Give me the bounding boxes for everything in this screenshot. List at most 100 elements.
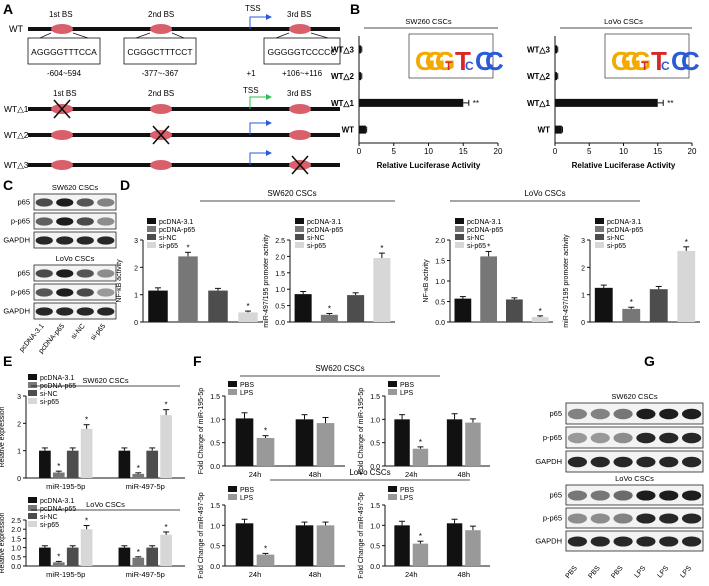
y-tick-label: 2.5 — [275, 238, 285, 245]
legend-label: si-NC — [467, 235, 485, 242]
y-tick-label: 1.5 — [11, 536, 21, 543]
legend-swatch — [28, 390, 37, 396]
legend-swatch — [147, 226, 156, 232]
seq-3: GGGGGTCCCCC — [268, 47, 337, 57]
blot-strip — [33, 283, 117, 301]
legend-swatch — [388, 486, 397, 492]
blot-band — [613, 456, 633, 468]
blot-row-label: GAPDH — [535, 537, 562, 546]
blot-band — [76, 269, 94, 278]
bar — [622, 308, 641, 322]
logo-letter: G — [621, 46, 641, 76]
y-axis-label: NF-κB activity — [423, 259, 430, 303]
legend-label: pcDNA-p65 — [40, 383, 76, 390]
y-tick-label: 1.5 — [210, 503, 220, 510]
y-axis-label: NF-κB activity — [116, 259, 123, 303]
lane-label: si-p65 — [90, 323, 108, 342]
bar — [316, 525, 335, 566]
x-tick-label: 48h — [457, 470, 470, 479]
x-tick-label: 10 — [619, 147, 628, 156]
bar — [412, 543, 429, 566]
legend-label: si-NC — [307, 235, 325, 242]
x-tick-label: 15 — [459, 147, 468, 156]
blot-band — [590, 490, 610, 501]
blot-band — [56, 307, 74, 316]
significance-mark: * — [419, 532, 422, 541]
significance-mark: * — [487, 242, 490, 251]
lane-label: LPS — [656, 565, 670, 580]
blot-band — [613, 408, 633, 420]
panel-letter-f: F — [193, 353, 202, 369]
delete-mark-1 — [53, 99, 71, 119]
legend-swatch — [595, 218, 604, 224]
blot-band — [681, 513, 702, 524]
blot-band — [56, 236, 74, 245]
y-tick-label: 0.5 — [370, 441, 380, 448]
legend-label: si-p65 — [607, 243, 626, 250]
y-axis-label: Fold Change of miR-497-5p — [358, 492, 365, 578]
legend-swatch — [295, 226, 304, 232]
mut1-label: WT△1 — [4, 104, 29, 114]
category-label: WT△3 — [331, 45, 355, 54]
y-axis-label: miR-497/195 promoter activity — [263, 234, 270, 328]
bar — [160, 534, 172, 566]
y-tick-label: 3 — [17, 394, 21, 401]
y-tick-label: 1.5 — [275, 271, 285, 278]
bar — [235, 418, 254, 466]
blot-row-label: p65 — [549, 491, 562, 500]
f-sw-title: SW620 CSCs — [315, 364, 364, 373]
x-tick-label: 48h — [309, 470, 322, 479]
bar — [531, 317, 549, 322]
y-tick-label: 0.5 — [275, 304, 285, 311]
legend-swatch — [595, 234, 604, 240]
bar — [118, 547, 131, 566]
x-axis-label: Relative Luciferase Activity — [377, 161, 481, 170]
bar — [118, 450, 131, 478]
d-lovo-title: LoVo CSCs — [524, 189, 565, 198]
delete-mark-2 — [152, 125, 170, 145]
y-tick-label: 1 — [17, 449, 21, 456]
legend-swatch — [455, 234, 464, 240]
legend-label: pcDNA-p65 — [307, 227, 343, 234]
legend-label: pcDNA-p65 — [159, 227, 195, 234]
y-axis-label: Fold Change of miR-195-5p — [358, 388, 365, 474]
blot-band — [636, 432, 656, 444]
bar — [235, 523, 254, 566]
blot-row-label: p65 — [17, 198, 30, 207]
mut3-label: WT△3 — [4, 160, 29, 170]
bar — [506, 299, 523, 322]
legend-label: LPS — [400, 390, 414, 397]
significance-mark: * — [165, 523, 168, 532]
category-label: WT△2 — [331, 72, 355, 81]
panel-letter-a: A — [3, 1, 13, 17]
y-tick-label: 1 — [581, 293, 585, 300]
logo-letter: T — [445, 59, 453, 73]
y-axis-label: miR-497/195 promoter activity — [563, 234, 570, 328]
bar — [555, 98, 658, 107]
bar — [146, 547, 159, 566]
bar — [677, 250, 696, 322]
bar — [295, 419, 314, 466]
y-axis-label: Relative expression — [0, 406, 6, 467]
x-tick-label: 20 — [494, 147, 503, 156]
x-tick-label: 0 — [357, 147, 362, 156]
svg-text:1st BS: 1st BS — [53, 89, 77, 98]
bar — [394, 419, 410, 466]
blot-band — [35, 269, 53, 278]
x-tick-label: 24h — [405, 570, 418, 579]
lane-label: si-NC — [70, 323, 87, 341]
bar — [480, 256, 497, 322]
blot-title: LoVo CSCs — [615, 474, 654, 483]
y-tick-label: 3 — [581, 238, 585, 245]
blot-band — [35, 288, 53, 297]
blot-band — [76, 288, 94, 297]
blot-band — [97, 307, 115, 316]
blot-band — [636, 456, 656, 468]
chart-F4: 0.0 0.5 1.0 1.5 * 24h 48h Fold Change of miR-49… — [358, 486, 490, 579]
binding-site-1 — [51, 24, 73, 34]
tss-arrowhead — [266, 14, 272, 20]
category-label: WT — [538, 126, 551, 135]
blot-title: LoVo CSCs — [56, 254, 95, 263]
blot-band — [659, 536, 679, 547]
